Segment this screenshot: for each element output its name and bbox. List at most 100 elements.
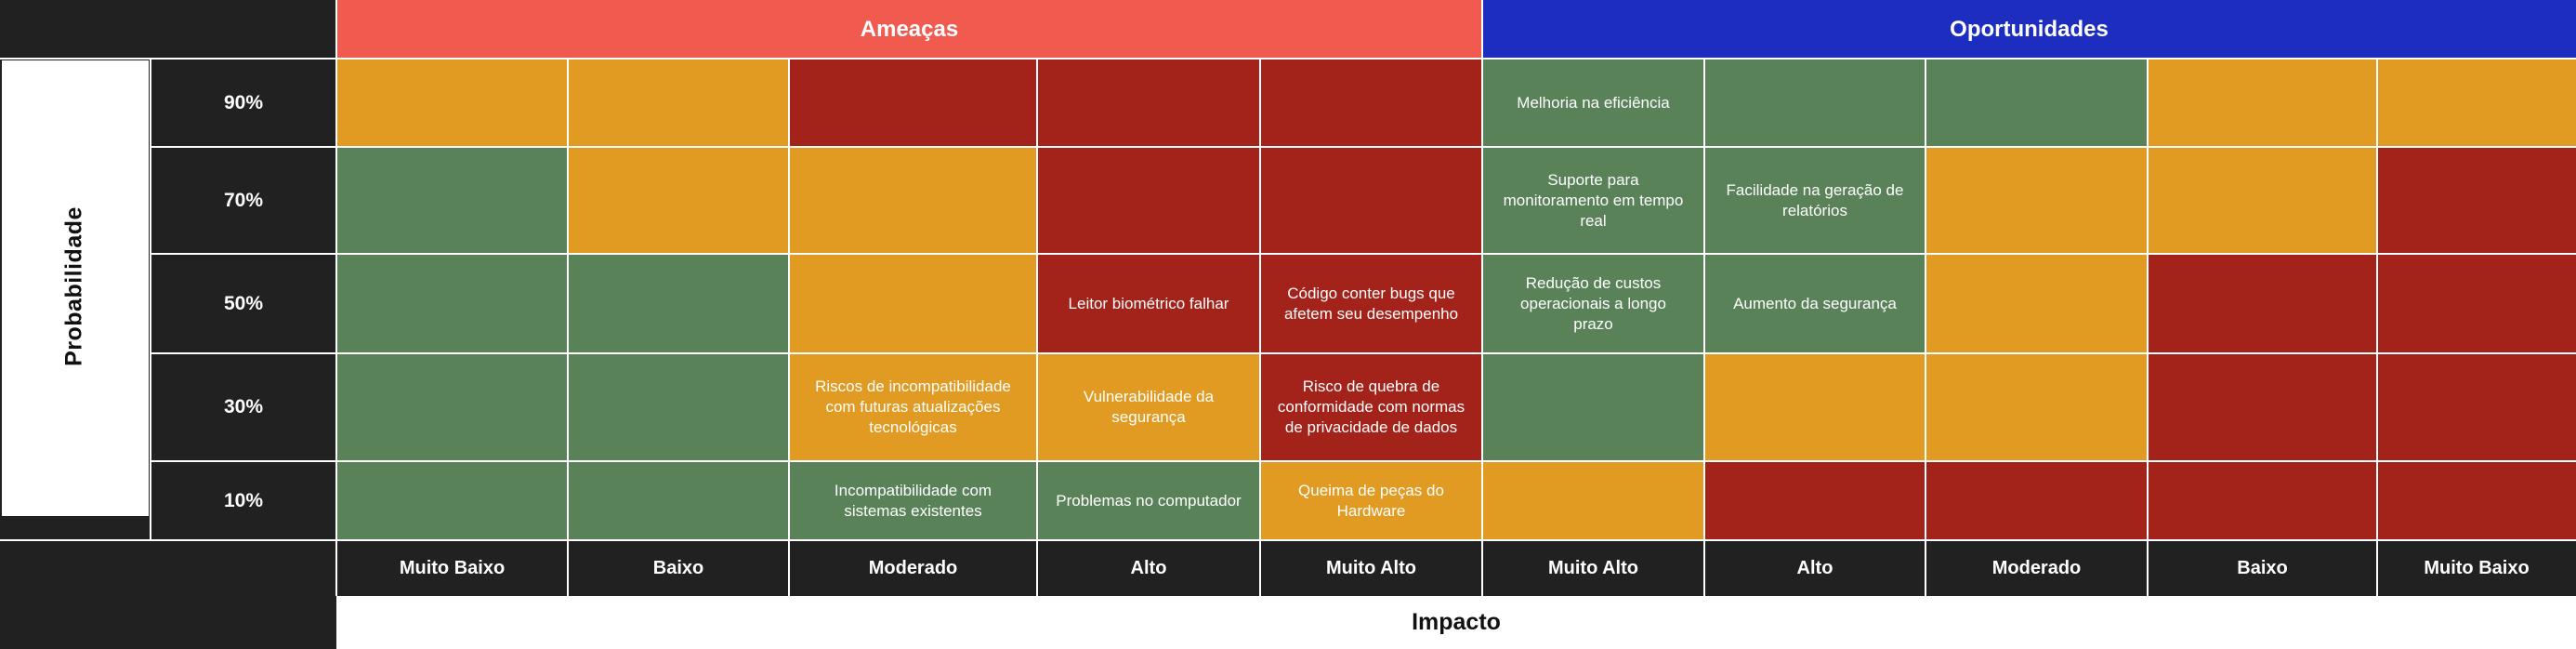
matrix-cell [1704, 59, 1925, 147]
grid-line [151, 146, 2576, 148]
matrix-cell [2148, 353, 2377, 461]
grid-line [0, 58, 2576, 60]
y-axis-label-box-footer [0, 516, 151, 540]
impact-label: Alto [1704, 540, 1925, 596]
grid-line [1481, 59, 1483, 596]
probability-label-10: 10% [151, 461, 336, 540]
risk-item-text: Queima de peças do Hardware [1298, 481, 1444, 520]
matrix-cell [336, 461, 568, 540]
risk-item-text: Melhoria na eficiência [1517, 93, 1670, 112]
grid-line [2376, 59, 2378, 596]
grid-line [788, 59, 790, 596]
matrix-cell [2377, 59, 2576, 147]
impact-label: Muito Baixo [2377, 540, 2576, 596]
matrix-cell [1482, 461, 1704, 540]
matrix-cell [789, 59, 1037, 147]
grid-line [151, 352, 2576, 354]
grid-line [335, 0, 337, 596]
matrix-cell [2377, 461, 2576, 540]
risk-item-text: Incompatibilidade com sistemas existente… [834, 481, 992, 520]
matrix-cell [568, 254, 789, 353]
matrix-cell [568, 353, 789, 461]
matrix-cell [2377, 254, 2576, 353]
matrix-cell [1925, 353, 2148, 461]
matrix-cell [2148, 59, 2377, 147]
impact-label: Alto [1037, 540, 1260, 596]
grid-line [1259, 59, 1261, 596]
matrix-cell [2148, 147, 2377, 254]
matrix-cell [2377, 147, 2576, 254]
matrix-cell [1482, 353, 1704, 461]
probability-label-70: 70% [151, 147, 336, 254]
probability-label-50: 50% [151, 254, 336, 353]
probability-label-30: 30% [151, 353, 336, 461]
grid-line [0, 539, 2576, 541]
impact-label: Baixo [568, 540, 789, 596]
matrix-cell: Melhoria na eficiência [1482, 59, 1704, 147]
risk-item-text: Facilidade na geração de relatórios [1726, 180, 1904, 219]
matrix-cell [1037, 147, 1260, 254]
matrix-cell: Vulnerabilidade da segurança [1037, 353, 1260, 461]
grid-line [1481, 0, 1483, 59]
matrix-cell [789, 147, 1037, 254]
matrix-cell [568, 147, 789, 254]
matrix-cell [1704, 461, 1925, 540]
matrix-cell [1260, 59, 1482, 147]
top-left-corner [0, 0, 336, 59]
grid-line [1703, 59, 1705, 596]
risk-item-text: Suporte para monitoramento em tempo real [1503, 170, 1684, 230]
matrix-cell [568, 59, 789, 147]
matrix-cell: Leitor biométrico falhar [1037, 254, 1260, 353]
matrix-cell [1925, 147, 2148, 254]
probability-label-90: 90% [151, 59, 336, 147]
matrix-cell [336, 254, 568, 353]
impact-label: Baixo [2148, 540, 2377, 596]
matrix-cell [1037, 59, 1260, 147]
matrix-cell: Riscos de incompatibilidade com futuras … [789, 353, 1037, 461]
threats-header: Ameaças [336, 0, 1482, 59]
matrix-cell: Incompatibilidade com sistemas existente… [789, 461, 1037, 540]
matrix-cell [568, 461, 789, 540]
y-axis-label: Probabilidade [60, 206, 87, 366]
risk-item-text: Redução de custos operacionais a longo p… [1520, 273, 1666, 333]
matrix-cell [336, 353, 568, 461]
matrix-cell: Facilidade na geração de relatórios [1704, 147, 1925, 254]
matrix-cell [1925, 461, 2148, 540]
y-axis-label-box [0, 59, 151, 540]
matrix-cell [1925, 59, 2148, 147]
grid-line [151, 460, 2576, 462]
impact-label: Moderado [1925, 540, 2148, 596]
impact-label: Muito Alto [1260, 540, 1482, 596]
x-axis-label: Impacto [1412, 609, 1501, 635]
matrix-cell [2377, 353, 2576, 461]
impact-label: Muito Baixo [336, 540, 568, 596]
grid-line [151, 253, 2576, 255]
matrix-cell [2148, 254, 2377, 353]
matrix-cell: Aumento da segurança [1704, 254, 1925, 353]
matrix-cell: Redução de custos operacionais a longo p… [1482, 254, 1704, 353]
risk-item-text: Risco de quebra de conformidade com norm… [1277, 377, 1465, 436]
matrix-cell [789, 254, 1037, 353]
matrix-cell: Risco de quebra de conformidade com norm… [1260, 353, 1482, 461]
matrix-cell [1925, 254, 2148, 353]
risk-item-text: Leitor biométrico falhar [1068, 294, 1229, 312]
opportunities-header: Oportunidades [1482, 0, 2576, 59]
bottom-left-corner [0, 540, 336, 649]
matrix-cell [1704, 353, 1925, 461]
matrix-cell: Suporte para monitoramento em tempo real [1482, 147, 1704, 254]
matrix-cell: Código conter bugs que afetem seu desemp… [1260, 254, 1482, 353]
grid-line [1925, 59, 1926, 596]
grid-line [1036, 59, 1038, 596]
risk-item-text: Riscos de incompatibilidade com futuras … [815, 377, 1011, 436]
risk-item-text: Vulnerabilidade da segurança [1083, 388, 1215, 426]
risk-item-text: Código conter bugs que afetem seu desemp… [1283, 284, 1459, 323]
matrix-cell [336, 147, 568, 254]
impact-label: Muito Alto [1482, 540, 1704, 596]
matrix-cell: Queima de peças do Hardware [1260, 461, 1482, 540]
matrix-cell: Problemas no computador [1037, 461, 1260, 540]
risk-item-text: Aumento da segurança [1733, 294, 1897, 312]
impact-label: Moderado [789, 540, 1037, 596]
grid-line [150, 59, 151, 540]
matrix-cell [2148, 461, 2377, 540]
grid-line [567, 59, 569, 596]
